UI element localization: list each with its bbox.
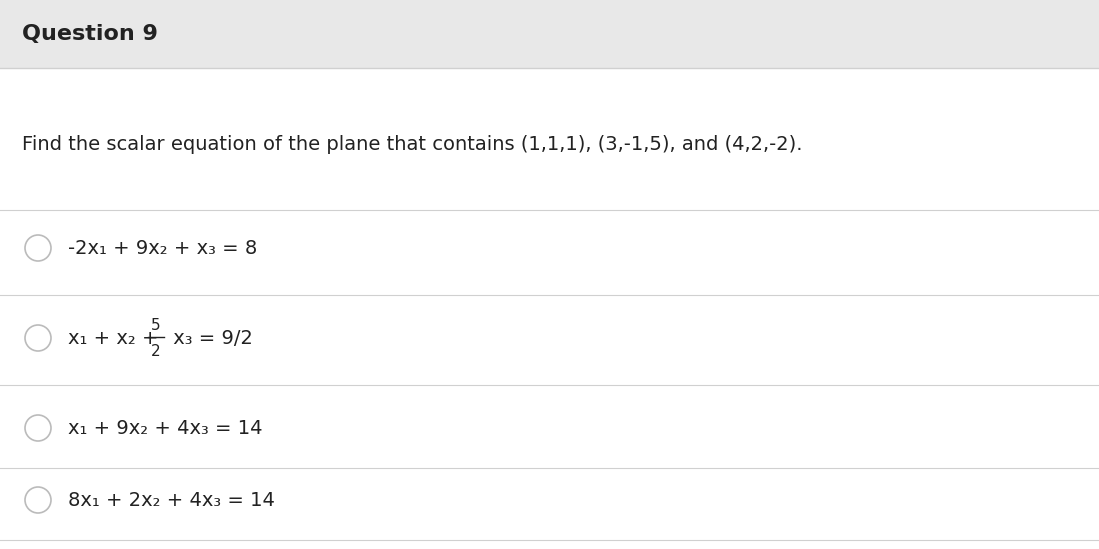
Text: Find the scalar equation of the plane that contains (1,1,1), (3,-1,5), and (4,2,: Find the scalar equation of the plane th… bbox=[22, 136, 802, 154]
Bar bbox=[0, 0, 1099, 68]
Text: x₁ + x₂ +: x₁ + x₂ + bbox=[68, 328, 165, 348]
Text: x₃ = 9/2: x₃ = 9/2 bbox=[167, 328, 253, 348]
Text: 2: 2 bbox=[152, 344, 160, 358]
Text: 8x₁ + 2x₂ + 4x₃ = 14: 8x₁ + 2x₂ + 4x₃ = 14 bbox=[68, 490, 275, 509]
Text: x₁ + 9x₂ + 4x₃ = 14: x₁ + 9x₂ + 4x₃ = 14 bbox=[68, 418, 263, 438]
Text: -2x₁ + 9x₂ + x₃ = 8: -2x₁ + 9x₂ + x₃ = 8 bbox=[68, 238, 257, 257]
Text: 5: 5 bbox=[152, 318, 160, 333]
Text: Question 9: Question 9 bbox=[22, 24, 158, 44]
